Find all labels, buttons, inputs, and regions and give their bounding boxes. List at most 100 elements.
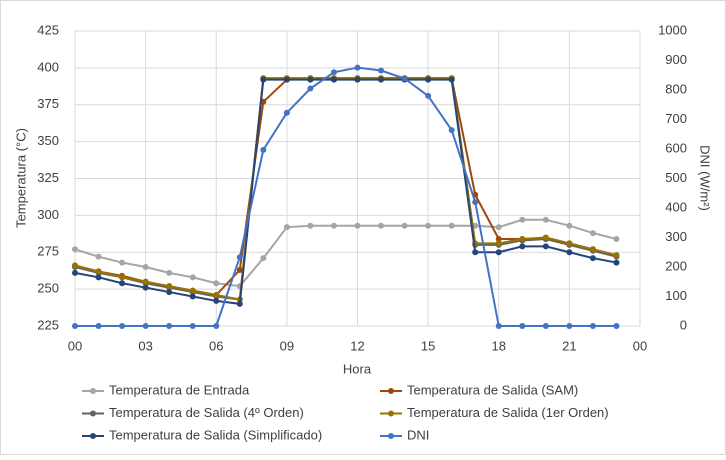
data-point [260, 76, 267, 83]
x-tick-label: 06 [209, 338, 223, 353]
legend-label: Temperatura de Salida (4º Orden) [109, 405, 304, 420]
data-point [589, 246, 596, 253]
legend-label: Temperatura de Salida (Simplificado) [109, 427, 322, 442]
data-point [213, 292, 220, 299]
data-point [589, 255, 596, 262]
data-point [566, 249, 573, 256]
data-point [613, 323, 620, 329]
data-point [213, 323, 220, 329]
data-point [519, 323, 526, 329]
data-point [589, 230, 596, 237]
data-point [283, 224, 290, 231]
y2-tick-label: 100 [665, 288, 687, 303]
y2-tick-label: 600 [665, 140, 687, 155]
data-point [566, 222, 573, 229]
data-point [189, 287, 196, 294]
data-point [142, 323, 149, 329]
data-point [519, 243, 526, 250]
y-tick-label: 300 [37, 207, 59, 222]
data-point [519, 235, 526, 242]
data-point [330, 69, 337, 76]
data-point [119, 274, 126, 281]
data-point [307, 76, 314, 83]
data-point [354, 76, 361, 83]
y2-tick-label: 400 [665, 199, 687, 214]
data-point [213, 297, 220, 304]
y2-tick-label: 500 [665, 170, 687, 185]
data-point [519, 216, 526, 223]
x-tick-label: 15 [421, 338, 435, 353]
legend-label: Temperatura de Salida (SAM) [407, 382, 578, 397]
data-point [119, 259, 126, 266]
data-point [425, 92, 432, 99]
data-point [448, 222, 455, 229]
y2-axis-label: DNI (W/m²) [698, 145, 713, 211]
data-point [119, 280, 126, 287]
data-point [542, 243, 549, 250]
y2-tick-label: 700 [665, 111, 687, 126]
data-point [495, 240, 502, 247]
data-point [260, 255, 267, 262]
y2-tick-label: 1000 [658, 22, 687, 37]
series-line [74, 77, 617, 301]
data-point [613, 235, 620, 242]
data-point [72, 262, 78, 269]
data-point [166, 283, 173, 290]
data-point [166, 269, 173, 276]
series-line [75, 66, 617, 327]
y-tick-label: 425 [37, 22, 59, 37]
data-point [542, 323, 549, 329]
data-point [236, 266, 243, 273]
legend-marker [388, 410, 394, 417]
y2-tick-label: 200 [665, 258, 687, 273]
data-point [613, 252, 620, 259]
legend-label: Temperatura de Salida (1er Orden) [407, 405, 609, 420]
x-tick-label: 00 [633, 338, 647, 353]
data-point [307, 85, 314, 92]
series-line [74, 78, 617, 305]
data-point [72, 269, 78, 276]
legend-marker [90, 433, 96, 439]
data-point [401, 75, 408, 82]
data-point [142, 278, 149, 285]
data-point [283, 76, 290, 83]
y-tick-label: 350 [37, 133, 59, 148]
data-point [330, 222, 337, 229]
data-point [589, 323, 596, 329]
data-point [189, 293, 196, 300]
data-point [495, 224, 502, 231]
y-tick-label: 275 [37, 244, 59, 259]
data-point [95, 253, 102, 260]
data-point [166, 323, 173, 329]
data-point [495, 235, 502, 242]
data-point [354, 222, 361, 229]
y2-tick-label: 900 [665, 52, 687, 67]
data-point [236, 254, 243, 261]
data-point [330, 76, 337, 83]
data-point [95, 323, 102, 329]
data-point [95, 274, 102, 281]
data-point [189, 323, 196, 329]
legend-label: DNI [407, 427, 429, 442]
y2-tick-label: 800 [665, 81, 687, 96]
data-point [72, 246, 78, 253]
data-point [566, 323, 573, 329]
data-point [72, 323, 78, 329]
data-point [472, 249, 479, 256]
y-tick-label: 325 [37, 170, 59, 185]
y-tick-label: 250 [37, 281, 59, 296]
data-point [401, 222, 408, 229]
x-tick-label: 12 [350, 338, 364, 353]
data-point [283, 109, 290, 116]
y-tick-label: 225 [37, 317, 59, 332]
y-axis-label: Temperatura (°C) [13, 128, 28, 228]
x-tick-label: 21 [562, 338, 576, 353]
data-point [566, 240, 573, 247]
data-point [378, 67, 385, 74]
data-point [495, 323, 502, 329]
legend-label: Temperatura de Entrada [109, 382, 250, 397]
data-point [448, 127, 455, 134]
data-point [472, 199, 479, 206]
